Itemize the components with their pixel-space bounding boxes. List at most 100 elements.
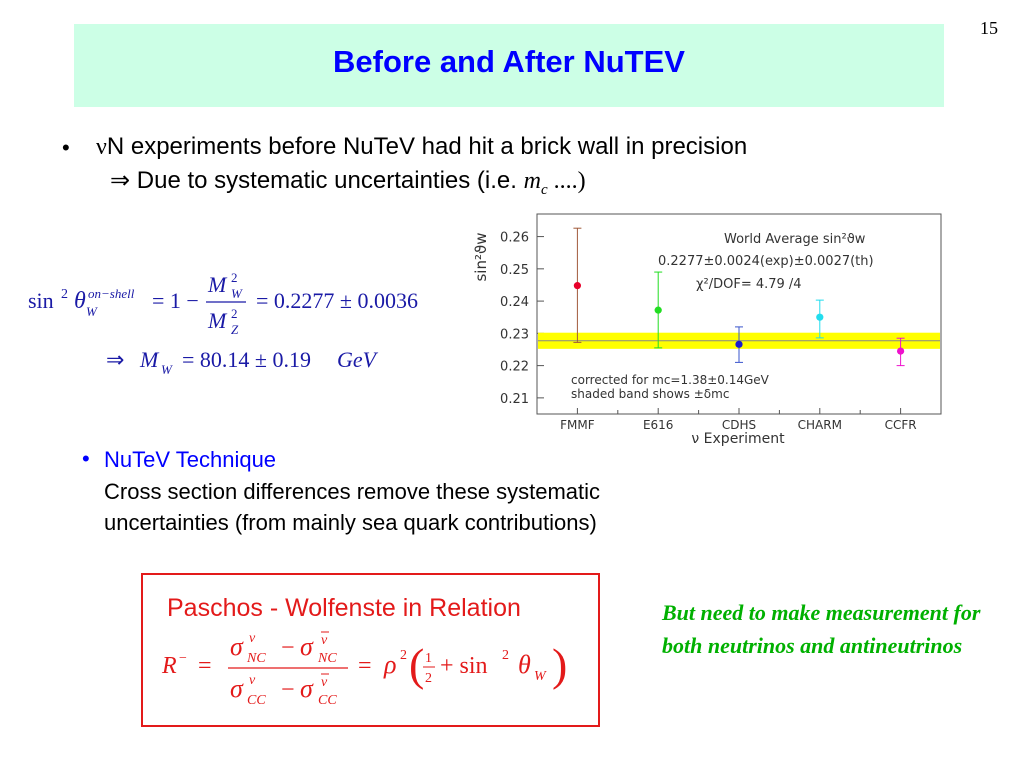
numerator-m: M [207, 272, 228, 297]
nc-subscript: NC [246, 651, 266, 666]
y-tick-label: 0.24 [500, 295, 529, 310]
y-tick-label: 0.26 [500, 231, 529, 246]
annotation-shaded-band: shaded band shows ±δmc [571, 387, 729, 401]
paschos-wolfenstein-box [141, 573, 600, 727]
y-axis-label: sin²ϑw [472, 232, 490, 281]
implies-arrow: ⇒ [106, 347, 124, 372]
paschos-wolfenstein-title: Paschos - Wolfenste in Relation [167, 594, 521, 622]
equals-sign: = [198, 653, 212, 679]
data-marker [573, 282, 581, 290]
plus-sin: + sin [440, 653, 488, 679]
x-tick-label: CHARM [798, 418, 842, 432]
bullet1-line2: ⇒ Due to systematic uncertainties (i.e. … [110, 166, 586, 199]
r-superscript: − [179, 651, 187, 666]
on-shell-superscript: on−shell [88, 286, 135, 301]
nubar-superscript: ν [321, 675, 328, 690]
mw-sub: W [161, 362, 173, 377]
bullet1-text: N experiments before NuTeV had hit a bri… [106, 133, 748, 160]
x-tick-label: CDHS [722, 418, 756, 432]
mw-value: = 80.14 ± 0.19 [182, 347, 311, 372]
implies-arrow: ⇒ [110, 168, 131, 194]
sigma-nc-nubar: σ [300, 632, 314, 661]
bullet2-line2: uncertainties (from mainly sea quark con… [104, 510, 597, 535]
nc-subscript: NC [317, 651, 337, 666]
rho-symbol: ρ [383, 650, 396, 679]
left-paren: ( [409, 639, 424, 690]
sin2theta-equation-svg: sin 2 θ W on−shell = 1 − M 2 W M 2 Z = 0… [28, 270, 418, 337]
data-point-charm [815, 299, 824, 339]
nubar-superscript: ν [321, 633, 328, 648]
data-marker [735, 340, 743, 348]
theta-w-subscript: W [534, 669, 547, 684]
half-numerator: 1 [425, 651, 432, 666]
sin-text: sin [28, 288, 54, 313]
equals-sign-2: = [358, 653, 372, 679]
mc-symbol: mc [523, 168, 548, 198]
theta-w: θ [518, 650, 531, 679]
right-paren: ) [552, 639, 567, 690]
bullet-dot: • [82, 446, 90, 471]
data-point-fmmf [573, 227, 582, 343]
y-ticks: 0.26 0.25 0.24 0.23 0.22 0.21 [500, 231, 544, 407]
x-ticks: FMMF E616 CDHS CHARM CCFR [560, 408, 917, 432]
sin-superscript: 2 [502, 648, 509, 663]
green-note: But need to make measurement for both ne… [662, 600, 981, 658]
bullet1-line2-text: Due to systematic uncertainties (i.e. [130, 167, 524, 194]
data-point-ccfr [896, 337, 905, 367]
y-tick-label: 0.25 [500, 263, 529, 278]
data-marker [654, 306, 662, 314]
rho-superscript: 2 [400, 648, 407, 663]
sin2theta-result: = 0.2277 ± 0.0036 [256, 288, 418, 313]
x-tick-label: CCFR [885, 418, 917, 432]
bullet2-title: NuTeV Technique [104, 447, 277, 472]
minus-sign: − [281, 635, 295, 661]
sigma-cc-nu: σ [230, 674, 244, 703]
sigma-cc-nubar: σ [300, 674, 314, 703]
nu-superscript: ν [249, 631, 256, 646]
numerator-sup: 2 [231, 270, 238, 285]
nu-symbol: ν [96, 134, 107, 160]
data-point-e616 [654, 271, 663, 349]
x-tick-label: FMMF [560, 418, 595, 432]
sin-square: 2 [61, 287, 68, 302]
y-tick-label: 0.22 [500, 360, 529, 375]
bullet1-line1: νN experiments before NuTeV had hit a br… [96, 133, 747, 161]
r-symbol: R [161, 653, 177, 679]
theta-symbol: θ [74, 288, 86, 314]
cc-subscript: CC [318, 693, 337, 708]
slide-title: Before and After NuTEV [333, 44, 685, 79]
paschos-wolfenstein-formula: R − = σ ν NC − σ ν NC σ ν CC − σ ν CC = … [161, 631, 567, 708]
data-points [573, 227, 905, 367]
half-denominator: 2 [425, 671, 432, 686]
mw-m: M [139, 347, 160, 372]
numerator-sub: W [231, 286, 243, 301]
minus-sign: − [281, 677, 295, 703]
annotation-correction: corrected for mc=1.38±0.14GeV [571, 373, 770, 387]
annotation-world-value: 0.2277±0.0024(exp)±0.0027(th) [658, 254, 874, 269]
data-marker [897, 347, 905, 355]
page-number: 15 [980, 18, 998, 38]
theta-sub-w: W [86, 304, 98, 319]
annotation-chi2: χ²/DOF= 4.79 /4 [696, 277, 802, 292]
mw-equation: ⇒ M W = 80.14 ± 0.19 GeV [100, 345, 400, 385]
sin2theta-equation: sin 2 θ W on−shell = 1 − M 2 W M 2 Z = 0… [28, 270, 453, 348]
sigma-nc-nu: σ [230, 632, 244, 661]
mw-unit: GeV [337, 347, 379, 372]
x-tick-label: E616 [643, 418, 674, 432]
bullet-dot: • [62, 135, 70, 160]
c-subscript: c [540, 181, 548, 198]
nu-superscript: ν [249, 673, 256, 688]
y-tick-label: 0.21 [500, 392, 529, 407]
m-letter: m [523, 168, 541, 194]
denominator-m: M [207, 308, 228, 333]
denominator-sup: 2 [231, 306, 238, 321]
annotation-world-average: World Average sin²ϑw [724, 232, 866, 247]
title-banner [74, 24, 944, 107]
data-point-cdhs [735, 326, 743, 363]
sin2theta-experiment-chart: sin²ϑw 0.26 0.25 0.24 0.23 0.22 0.21 FMMF E616… [472, 213, 942, 447]
bullet2-line1: Cross section differences remove these s… [104, 479, 601, 504]
bullet1-line2-end: ....) [547, 168, 586, 194]
data-marker [816, 313, 824, 321]
cc-subscript: CC [247, 693, 266, 708]
x-axis-label: ν Experiment [691, 431, 785, 447]
